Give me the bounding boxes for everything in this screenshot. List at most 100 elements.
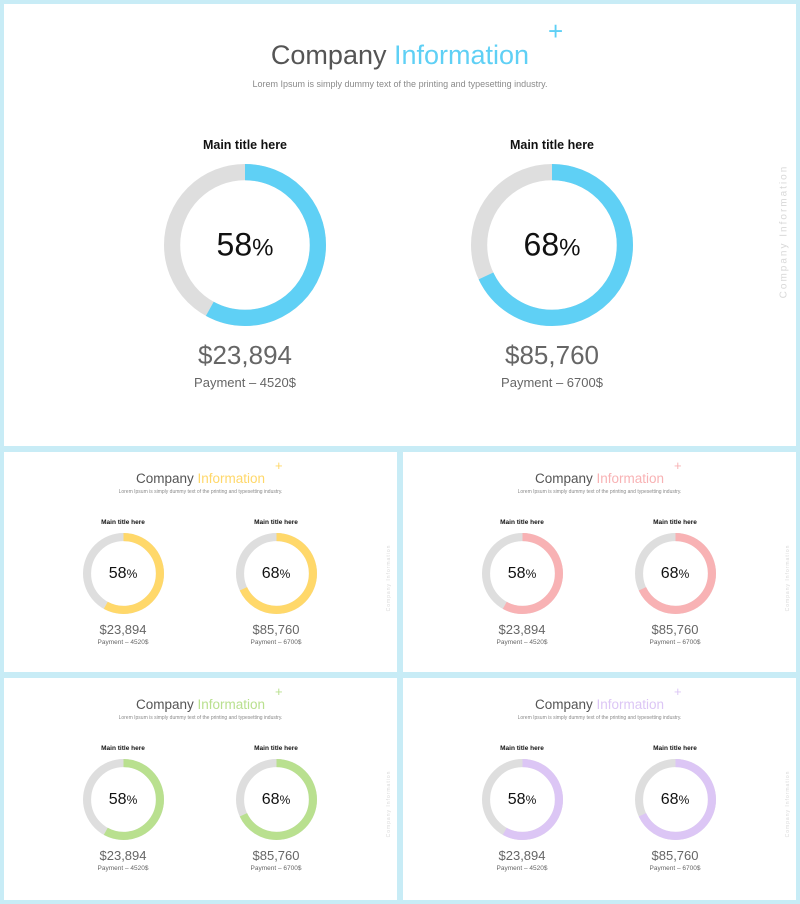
progress-ring: 68% [235, 533, 317, 614]
ring-graphic [82, 533, 164, 614]
progress-ring: 68% [471, 164, 633, 326]
payment-text: Payment – 6700$ [250, 865, 302, 872]
payment-text: Payment – 4520$ [97, 865, 149, 872]
ring-progress-arc [634, 533, 716, 614]
metric-title: Main title here [254, 745, 298, 752]
ring-graphic [235, 759, 317, 840]
ring-progress-arc [82, 533, 164, 614]
metric-card: Main title here 58% $23,894 Payment – 45… [462, 519, 582, 646]
ring-progress-arc [481, 533, 563, 614]
percent-label: 68% [261, 564, 291, 582]
metric-title: Main title here [101, 745, 145, 752]
metric-title: Main title here [653, 519, 697, 526]
slide-title: Company Information [4, 697, 397, 712]
ring-graphic [481, 533, 563, 614]
percent-label: 68% [523, 226, 581, 263]
payment-text: Payment – 4520$ [496, 639, 548, 646]
title-main: Company [534, 697, 593, 712]
payment-text: Payment – 4520$ [496, 865, 548, 872]
metric-card: Main title here 68% $85,760 Payment – 67… [615, 745, 735, 872]
payment-text: Payment – 6700$ [501, 375, 603, 390]
vertical-label: Company Information [386, 544, 392, 612]
amount-value: $85,760 [252, 622, 300, 637]
amount-value: $85,760 [651, 848, 699, 863]
progress-ring: 58% [481, 759, 563, 840]
slide-subtitle: Lorem Ipsum is simply dummy text of the … [118, 489, 283, 495]
percent-label: 58% [507, 790, 537, 808]
ring-progress-arc [634, 759, 716, 840]
percent-label: 58% [507, 564, 537, 582]
amount-value: $23,894 [498, 848, 546, 863]
metric-title: Main title here [101, 519, 145, 526]
percent-label: 68% [660, 564, 690, 582]
ring-progress-arc [235, 759, 317, 840]
ring-graphic [481, 759, 563, 840]
payment-text: Payment – 4520$ [194, 375, 296, 390]
progress-ring: 58% [481, 533, 563, 614]
progress-ring: 68% [634, 533, 716, 614]
metric-card: Main title here 58% $23,894 Payment – 45… [63, 519, 183, 646]
slide-title: Company Information [403, 697, 796, 712]
slide-title: Company Information [4, 471, 397, 486]
slide-main: Company Information + Lorem Ipsum is sim… [4, 4, 796, 446]
metric-title: Main title here [202, 138, 288, 152]
payment-text: Payment – 6700$ [649, 639, 701, 646]
progress-ring: 58% [82, 533, 164, 614]
percent-label: 58% [216, 226, 274, 263]
metric-card: Main title here 68% $85,760 Payment – 67… [615, 519, 735, 646]
progress-ring: 68% [235, 759, 317, 840]
ring-progress-arc [481, 759, 563, 840]
metric-title: Main title here [653, 745, 697, 752]
ring-graphic [471, 164, 633, 326]
slide-thumbnail-purple[interactable]: Company Information + Lorem Ipsum is sim… [403, 678, 796, 900]
metric-card: Main title here 68% $85,760 Payment – 67… [216, 519, 336, 646]
amount-value: $23,894 [498, 622, 546, 637]
ring-graphic [634, 759, 716, 840]
metric-card: Main title here 68% $85,760 Payment – 67… [216, 745, 336, 872]
percent-label: 68% [261, 790, 291, 808]
vertical-label: Company Information [386, 770, 392, 838]
payment-text: Payment – 6700$ [250, 639, 302, 646]
metric-card: Main title here 68% $85,760 Payment – 67… [432, 138, 672, 390]
ring-graphic [634, 533, 716, 614]
title-main: Company [270, 40, 387, 70]
slide-subtitle: Lorem Ipsum is simply dummy text of the … [118, 715, 283, 721]
slide-thumbnail-pink[interactable]: Company Information + Lorem Ipsum is sim… [403, 452, 796, 672]
payment-text: Payment – 4520$ [97, 639, 149, 646]
payment-text: Payment – 6700$ [649, 865, 701, 872]
vertical-label: Company Information [778, 164, 790, 299]
amount-value: $85,760 [252, 848, 300, 863]
ring-progress-arc [164, 164, 326, 326]
title-accent: Information [197, 471, 266, 486]
slide-subtitle: Lorem Ipsum is simply dummy text of the … [517, 489, 682, 495]
metric-title: Main title here [509, 138, 595, 152]
vertical-label: Company Information [785, 770, 791, 838]
ring-graphic [235, 533, 317, 614]
amount-value: $23,894 [99, 622, 147, 637]
title-main: Company [135, 471, 194, 486]
amount-value: $23,894 [99, 848, 147, 863]
title-accent: Information [197, 697, 266, 712]
metric-title: Main title here [500, 745, 544, 752]
plus-icon: + [674, 684, 682, 699]
title-accent: Information [596, 471, 665, 486]
ring-graphic [82, 759, 164, 840]
amount-value: $23,894 [198, 340, 292, 370]
plus-icon: + [275, 684, 283, 699]
plus-icon: + [674, 458, 682, 473]
ring-progress-arc [471, 164, 633, 326]
ring-progress-arc [235, 533, 317, 614]
progress-ring: 58% [164, 164, 326, 326]
title-accent: Information [596, 697, 665, 712]
title-accent: Information [394, 40, 530, 70]
slide-thumbnail-yellow[interactable]: Company Information + Lorem Ipsum is sim… [4, 452, 397, 672]
plus-icon: + [275, 458, 283, 473]
slide-thumbnail-green[interactable]: Company Information + Lorem Ipsum is sim… [4, 678, 397, 900]
ring-progress-arc [82, 759, 164, 840]
metric-card: Main title here 58% $23,894 Payment – 45… [125, 138, 365, 390]
metric-card: Main title here 58% $23,894 Payment – 45… [462, 745, 582, 872]
amount-value: $85,760 [651, 622, 699, 637]
slide-title: Company Information [4, 40, 796, 71]
amount-value: $85,760 [505, 340, 599, 370]
percent-label: 68% [660, 790, 690, 808]
